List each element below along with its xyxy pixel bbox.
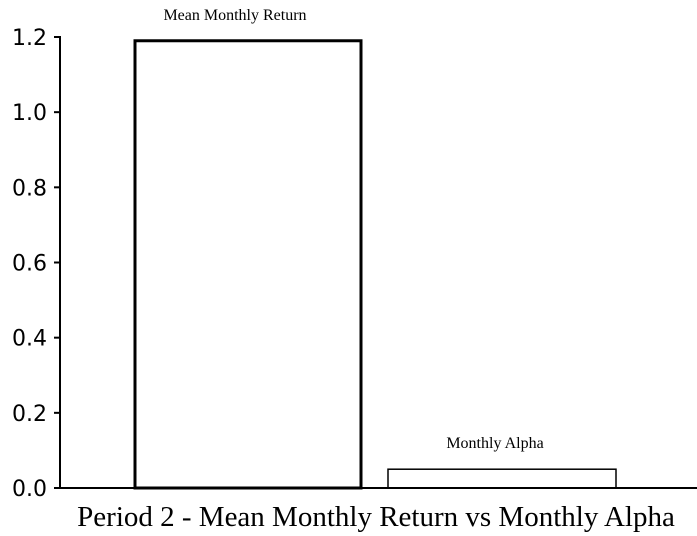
y-tick-label: 0.4 (12, 327, 47, 352)
bar-category-label: Mean Monthly Return (163, 7, 306, 24)
y-tick-label: 1.2 (12, 26, 47, 51)
y-axis-ticks: 0.0 0.2 0.4 0.6 0.8 1.0 1.2 (12, 26, 60, 502)
bar (133, 39, 363, 490)
y-tick-label: 0.6 (12, 252, 47, 277)
y-tick-label: 1.0 (12, 101, 47, 126)
chart-title: Period 2 - Mean Monthly Return vs Monthl… (77, 501, 675, 533)
bar-category-label: Monthly Alpha (446, 435, 543, 452)
y-tick-label: 0.8 (12, 176, 47, 201)
bars: Mean Monthly Return Monthly Alpha (133, 7, 617, 490)
y-tick-label: 0.2 (12, 402, 47, 427)
bar (387, 468, 617, 489)
y-tick-label: 0.0 (12, 477, 47, 502)
